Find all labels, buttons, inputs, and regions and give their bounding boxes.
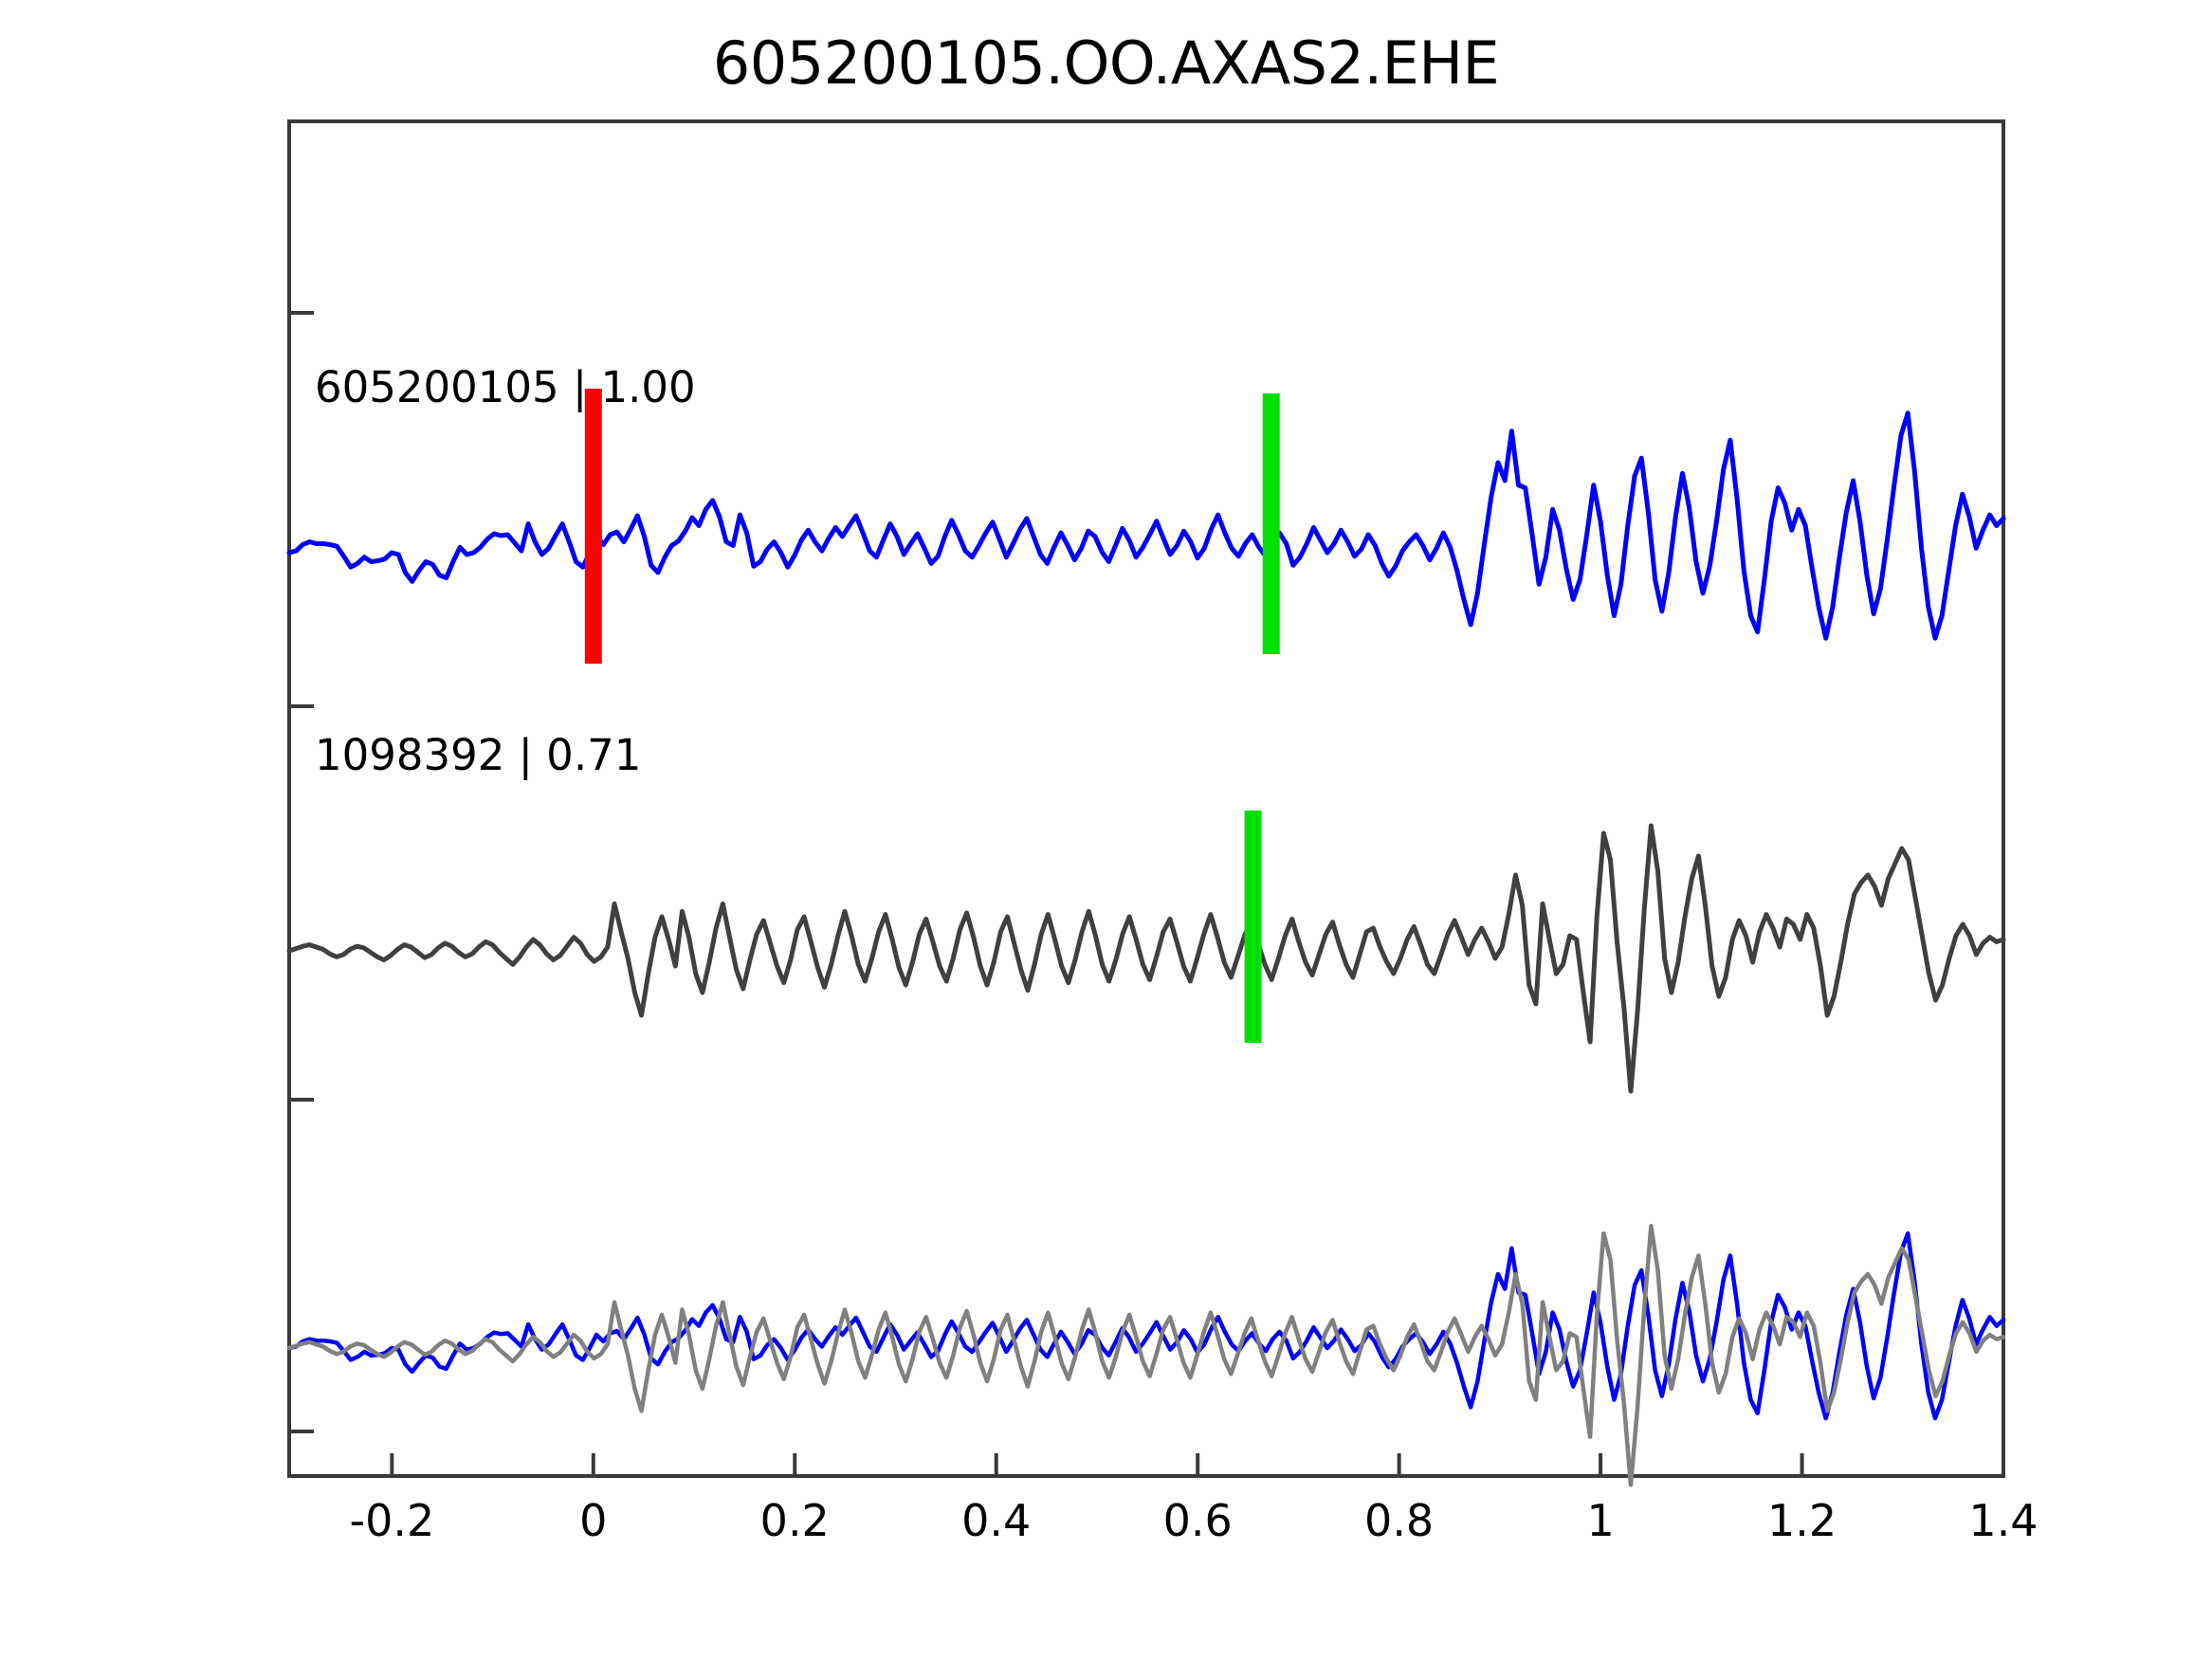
match-waveform xyxy=(286,823,2006,1094)
waveform-layer xyxy=(286,410,2006,1487)
template-waveform xyxy=(286,1231,2006,1421)
x-tick-label: 0 xyxy=(579,1495,607,1546)
trace-label-template-trace: 605200105 | 1.00 xyxy=(315,362,696,412)
x-tick-label: 1 xyxy=(1586,1495,1614,1546)
template-waveform xyxy=(286,410,2006,641)
x-tick-label: -0.2 xyxy=(349,1495,434,1546)
x-tick-label: 0.4 xyxy=(961,1495,1031,1546)
x-tick-label: 0.6 xyxy=(1163,1495,1233,1546)
axis-frame xyxy=(287,119,2005,1478)
page-title: 605200105.OO.AXAS2.EHE xyxy=(712,28,1500,98)
pick-marker-mid xyxy=(1244,811,1262,1043)
x-tick-label-layer: -0.2 0 0.2 0.4 0.6 0.8 1 1.2 1.4 xyxy=(349,1495,2038,1546)
trace-label-match-trace: 1098392 | 0.71 xyxy=(315,730,641,780)
x-tick-label: 0.8 xyxy=(1364,1495,1434,1546)
plot-border xyxy=(287,119,2005,1478)
x-tick-label: 1.4 xyxy=(1968,1495,2038,1546)
marker-layer xyxy=(584,389,1280,1043)
x-tick-label: 1.2 xyxy=(1767,1495,1837,1546)
trace-label-layer: 605200105 | 1.00 1098392 | 0.71 xyxy=(315,362,696,780)
x-tick-label: 0.2 xyxy=(760,1495,830,1546)
pick-marker-top xyxy=(1262,393,1280,654)
origin-marker xyxy=(584,389,602,664)
match-waveform xyxy=(286,1224,2006,1487)
